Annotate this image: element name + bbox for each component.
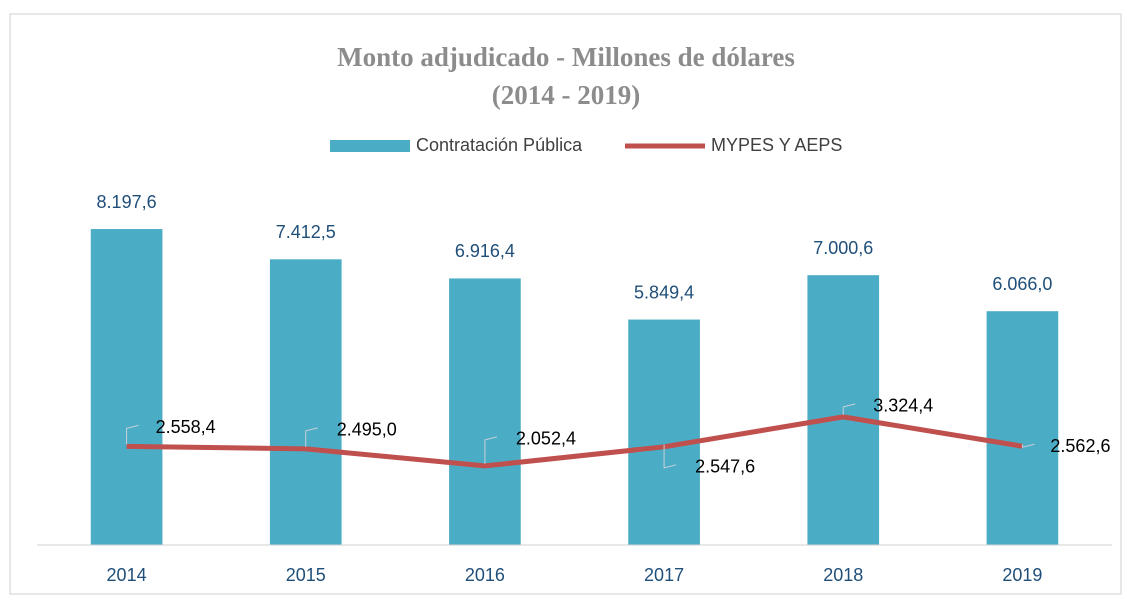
bar-value-label: 5.849,4 xyxy=(634,282,694,302)
bar-value-label: 6.066,0 xyxy=(992,274,1052,294)
bar xyxy=(449,278,521,545)
leader-line xyxy=(1021,443,1035,448)
leader-line xyxy=(663,444,677,469)
line-value-label: 2.547,6 xyxy=(695,457,755,477)
bar xyxy=(90,229,163,545)
x-tick-label: 2014 xyxy=(107,565,147,585)
bar-value-label: 7.412,5 xyxy=(276,222,336,242)
legend-label: MYPES Y AEPS xyxy=(711,135,842,155)
leader-line xyxy=(305,427,318,447)
line-value-label: 2.562,6 xyxy=(1050,436,1110,456)
legend-label: Contratación Pública xyxy=(416,135,583,155)
legend-swatch xyxy=(330,140,410,152)
x-tick-label: 2018 xyxy=(823,565,863,585)
line-value-label: 3.324,4 xyxy=(873,396,933,416)
x-tick-label: 2017 xyxy=(644,565,684,585)
bar-value-label: 8.197,6 xyxy=(97,192,157,212)
bar xyxy=(269,259,342,545)
chart-title: Monto adjudicado - Millones de dólares xyxy=(337,42,795,72)
line-value-label: 2.052,4 xyxy=(516,429,576,449)
leader-line xyxy=(484,436,498,464)
bar-value-label: 6.916,4 xyxy=(455,241,515,261)
line-value-label: 2.558,4 xyxy=(156,417,216,437)
line xyxy=(126,414,1023,469)
leader-line xyxy=(842,403,856,415)
line-value-label: 2.495,0 xyxy=(337,420,397,440)
x-tick-label: 2016 xyxy=(465,565,505,585)
x-tick-label: 2019 xyxy=(1002,565,1042,585)
leader-line xyxy=(126,424,139,445)
x-tick-label: 2015 xyxy=(286,565,326,585)
chart-border xyxy=(9,13,1122,595)
bar-value-label: 7.000,6 xyxy=(813,238,873,258)
chart-subtitle: (2014 - 2019) xyxy=(492,80,640,110)
bar xyxy=(628,319,700,545)
bar xyxy=(986,311,1059,545)
